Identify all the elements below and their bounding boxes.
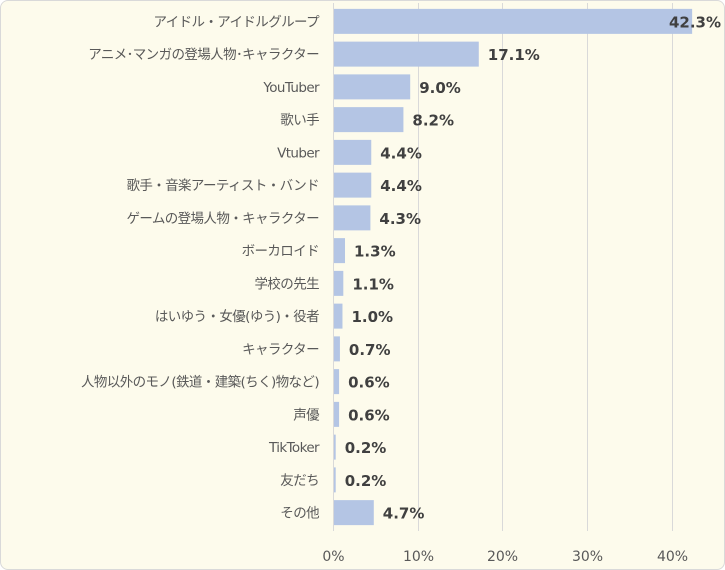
category-label: 人物以外のモノ(鉄道・建築(ちく)物など) [81,375,319,391]
value-label: 4.3% [379,210,421,228]
bar [334,172,372,198]
x-axis-ticks: 0% 10% 20% 30% 40% [322,549,688,565]
value-label: 0.7% [349,341,391,359]
x-tick-label: 20% [487,549,518,565]
value-label: 0.6% [348,406,390,424]
value-label: 0.2% [345,439,387,457]
category-label: 声優 [293,407,320,423]
category-label: はいゆう・女優(ゆう)・役者 [155,308,319,325]
x-tick-label: 0% [322,549,344,565]
bar [334,336,340,362]
bar [334,205,371,231]
bar [334,369,340,395]
value-label: 17.1% [488,46,540,64]
category-label: 歌手・音楽アーティスト・バンド [126,177,319,194]
category-label: 友だち [280,473,319,489]
bar [334,238,346,264]
x-tick-label: 30% [572,549,603,565]
value-label: 42.3% [669,13,721,31]
category-label: アイドル・アイドルグループ [153,14,320,30]
category-label: アニメ･マンガの登場人物･キャラクター [88,47,319,63]
value-labels: 42.3% 17.1% 9.0% 8.2% 4.4% 4.4% 4.3% 1.3% 1.1% 1.… [345,13,721,522]
bar [334,74,411,100]
bar [334,434,336,460]
value-label: 8.2% [412,112,454,130]
gridlines [333,3,673,531]
bar [334,270,344,296]
bar [334,303,343,329]
value-label: 1.0% [351,308,393,326]
bar [334,41,479,67]
bar [334,401,340,427]
category-label: キャラクター [242,342,319,358]
bar [334,107,404,133]
value-label: 4.7% [383,505,425,523]
bar [334,500,374,526]
category-label: Vtuber [277,145,320,161]
value-label: 0.6% [348,374,390,392]
category-label: 学校の先生 [255,275,320,292]
value-label: 4.4% [380,144,422,162]
value-label: 0.2% [345,472,387,490]
category-label: YouTuber [262,80,320,96]
value-label: 4.4% [380,177,422,195]
bars [334,8,693,526]
category-label: 歌い手 [280,113,319,129]
bar [334,139,372,165]
category-label: ゲームの登場人物・キャラクター [126,211,319,227]
value-label: 9.0% [419,79,461,97]
x-tick-label: 40% [657,549,688,565]
value-label: 1.1% [352,275,394,293]
category-label: TikToker [268,440,320,456]
bar [334,467,336,493]
category-label: ボーカロイド [242,244,319,260]
x-tick-label: 10% [403,549,434,565]
bar [334,8,693,34]
category-label: その他 [280,506,319,522]
value-label: 1.3% [354,243,396,261]
